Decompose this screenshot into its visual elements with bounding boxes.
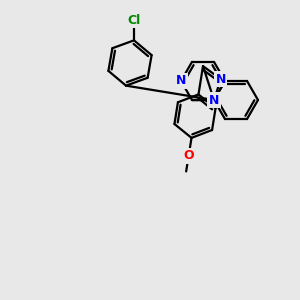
Text: O: O — [183, 149, 194, 162]
Text: N: N — [216, 73, 226, 85]
Text: Cl: Cl — [128, 14, 141, 27]
Text: N: N — [209, 94, 219, 106]
Text: N: N — [176, 74, 186, 87]
